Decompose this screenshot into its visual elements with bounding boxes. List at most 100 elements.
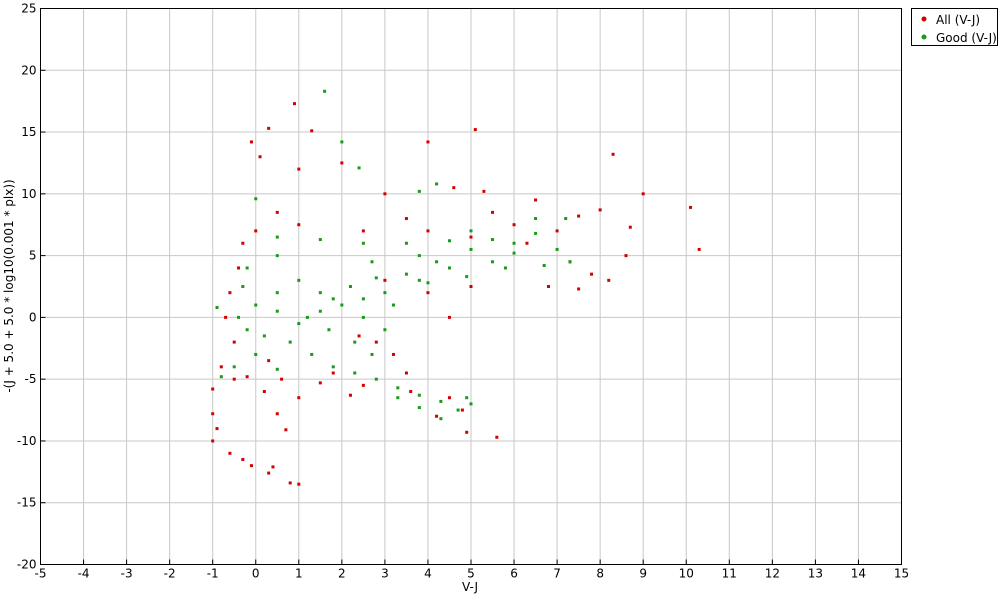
y-tick-label: -5 — [25, 372, 37, 386]
point — [361, 315, 365, 319]
point — [555, 229, 559, 233]
point — [383, 328, 387, 332]
x-tick-label: -4 — [78, 567, 90, 581]
point — [469, 229, 473, 233]
point — [370, 352, 374, 356]
point — [224, 315, 228, 319]
point — [284, 428, 288, 432]
point — [435, 414, 439, 418]
point — [417, 189, 421, 193]
point — [211, 439, 215, 443]
x-tick-label: 14 — [851, 567, 866, 581]
point — [297, 223, 301, 227]
point — [297, 322, 301, 326]
point — [542, 263, 546, 267]
point — [262, 390, 266, 394]
point — [417, 278, 421, 282]
point — [396, 396, 400, 400]
point — [439, 399, 443, 403]
point — [383, 278, 387, 282]
point — [469, 247, 473, 251]
point — [417, 406, 421, 410]
point — [435, 260, 439, 264]
point — [219, 375, 223, 379]
legend-label: All (V-J) — [936, 13, 980, 27]
point — [245, 328, 249, 332]
point — [370, 260, 374, 264]
point — [232, 365, 236, 369]
legend — [911, 8, 998, 46]
point — [361, 297, 365, 301]
point — [292, 102, 296, 106]
point — [465, 430, 469, 434]
y-tick-label: 15 — [21, 125, 36, 139]
x-axis-label: V-J — [462, 580, 478, 594]
point — [310, 129, 314, 133]
point — [534, 217, 538, 221]
y-tick-label: 25 — [21, 2, 36, 16]
x-tick-label: 2 — [338, 567, 346, 581]
point — [439, 417, 443, 421]
point — [546, 285, 550, 288]
point — [237, 315, 241, 319]
point — [396, 386, 400, 390]
point — [211, 387, 215, 391]
y-tick-label: 10 — [21, 187, 36, 201]
point — [323, 89, 327, 93]
point — [525, 241, 529, 245]
point — [456, 408, 460, 412]
point — [447, 315, 451, 319]
x-tick-label: 7 — [553, 567, 561, 581]
point — [297, 167, 301, 171]
point — [327, 328, 331, 332]
x-tick-label: 4 — [424, 567, 432, 581]
point — [331, 297, 335, 301]
point — [297, 482, 301, 486]
x-tick-label: 13 — [808, 567, 823, 581]
point — [469, 285, 473, 288]
x-tick-label: 6 — [510, 567, 518, 581]
point — [404, 272, 408, 276]
x-tick-label: 9 — [639, 567, 647, 581]
point — [340, 140, 344, 144]
y-tick-label: -10 — [17, 434, 37, 448]
point — [254, 197, 258, 201]
point — [697, 247, 701, 251]
x-tick-label: 5 — [467, 567, 475, 581]
point — [409, 390, 413, 394]
point — [245, 266, 249, 270]
point — [473, 128, 477, 132]
x-tick-label: 0 — [252, 567, 260, 581]
point — [288, 481, 292, 485]
point — [331, 365, 335, 369]
legend-label: Good (V-J) — [936, 31, 997, 45]
point — [297, 278, 301, 282]
y-tick-label: -15 — [17, 496, 37, 510]
point — [568, 260, 572, 264]
point — [404, 241, 408, 245]
point — [228, 451, 232, 455]
point — [357, 166, 361, 170]
point — [232, 377, 236, 381]
point — [297, 396, 301, 400]
point — [452, 186, 456, 190]
point — [318, 291, 322, 295]
legend-marker — [921, 34, 927, 40]
y-tick-label: 0 — [29, 310, 37, 324]
legend-marker — [921, 16, 927, 22]
point — [310, 352, 314, 356]
point — [512, 223, 516, 227]
point — [215, 427, 219, 431]
point — [460, 408, 464, 412]
point — [534, 198, 538, 202]
point — [353, 340, 357, 344]
point — [374, 340, 378, 344]
point — [275, 235, 279, 239]
point — [624, 254, 628, 258]
point — [280, 377, 284, 381]
point — [241, 457, 245, 461]
point — [426, 229, 430, 233]
point — [611, 152, 615, 156]
point — [275, 367, 279, 371]
